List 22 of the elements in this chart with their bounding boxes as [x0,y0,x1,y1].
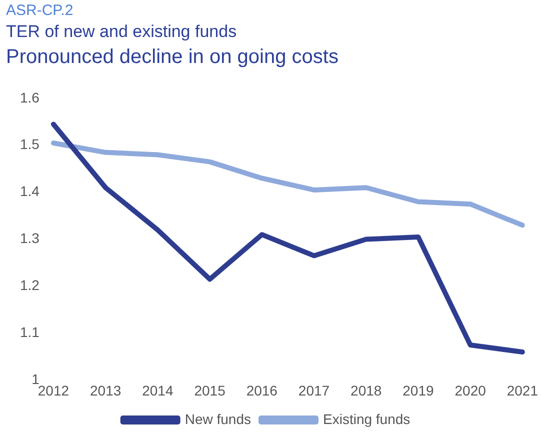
chart-subtitle: TER of new and existing funds [6,22,237,42]
y-tick-label: 1.5 [20,136,40,152]
text: Pronounced decline in on going costs [6,46,338,69]
legend-label: Existing funds [322,410,410,427]
x-tick-label: 2016 [246,382,278,398]
y-tick-label: 1.6 [20,89,40,106]
x-tick-label: 2018 [350,382,382,398]
y-tick-label: 1.1 [20,324,40,340]
x-tick-label: 2019 [402,382,434,398]
x-tick-label: 2013 [90,382,122,398]
x-tick-label: 2021 [506,382,538,398]
legend-label: New funds [184,410,252,427]
x-tick-label: 2020 [454,382,486,398]
chart-title: ASR-CP.2 [6,2,74,19]
y-tick-label: 1 [32,371,40,388]
x-tick-label: 2012 [38,382,70,398]
y-tick-label: 1.2 [20,277,40,294]
y-tick-label: 1.3 [20,230,40,246]
y-tick-label: 1.4 [20,183,40,200]
x-tick-label: 2015 [194,382,226,398]
x-tick-label: 2017 [298,382,330,398]
x-tick-label: 2014 [142,382,174,398]
